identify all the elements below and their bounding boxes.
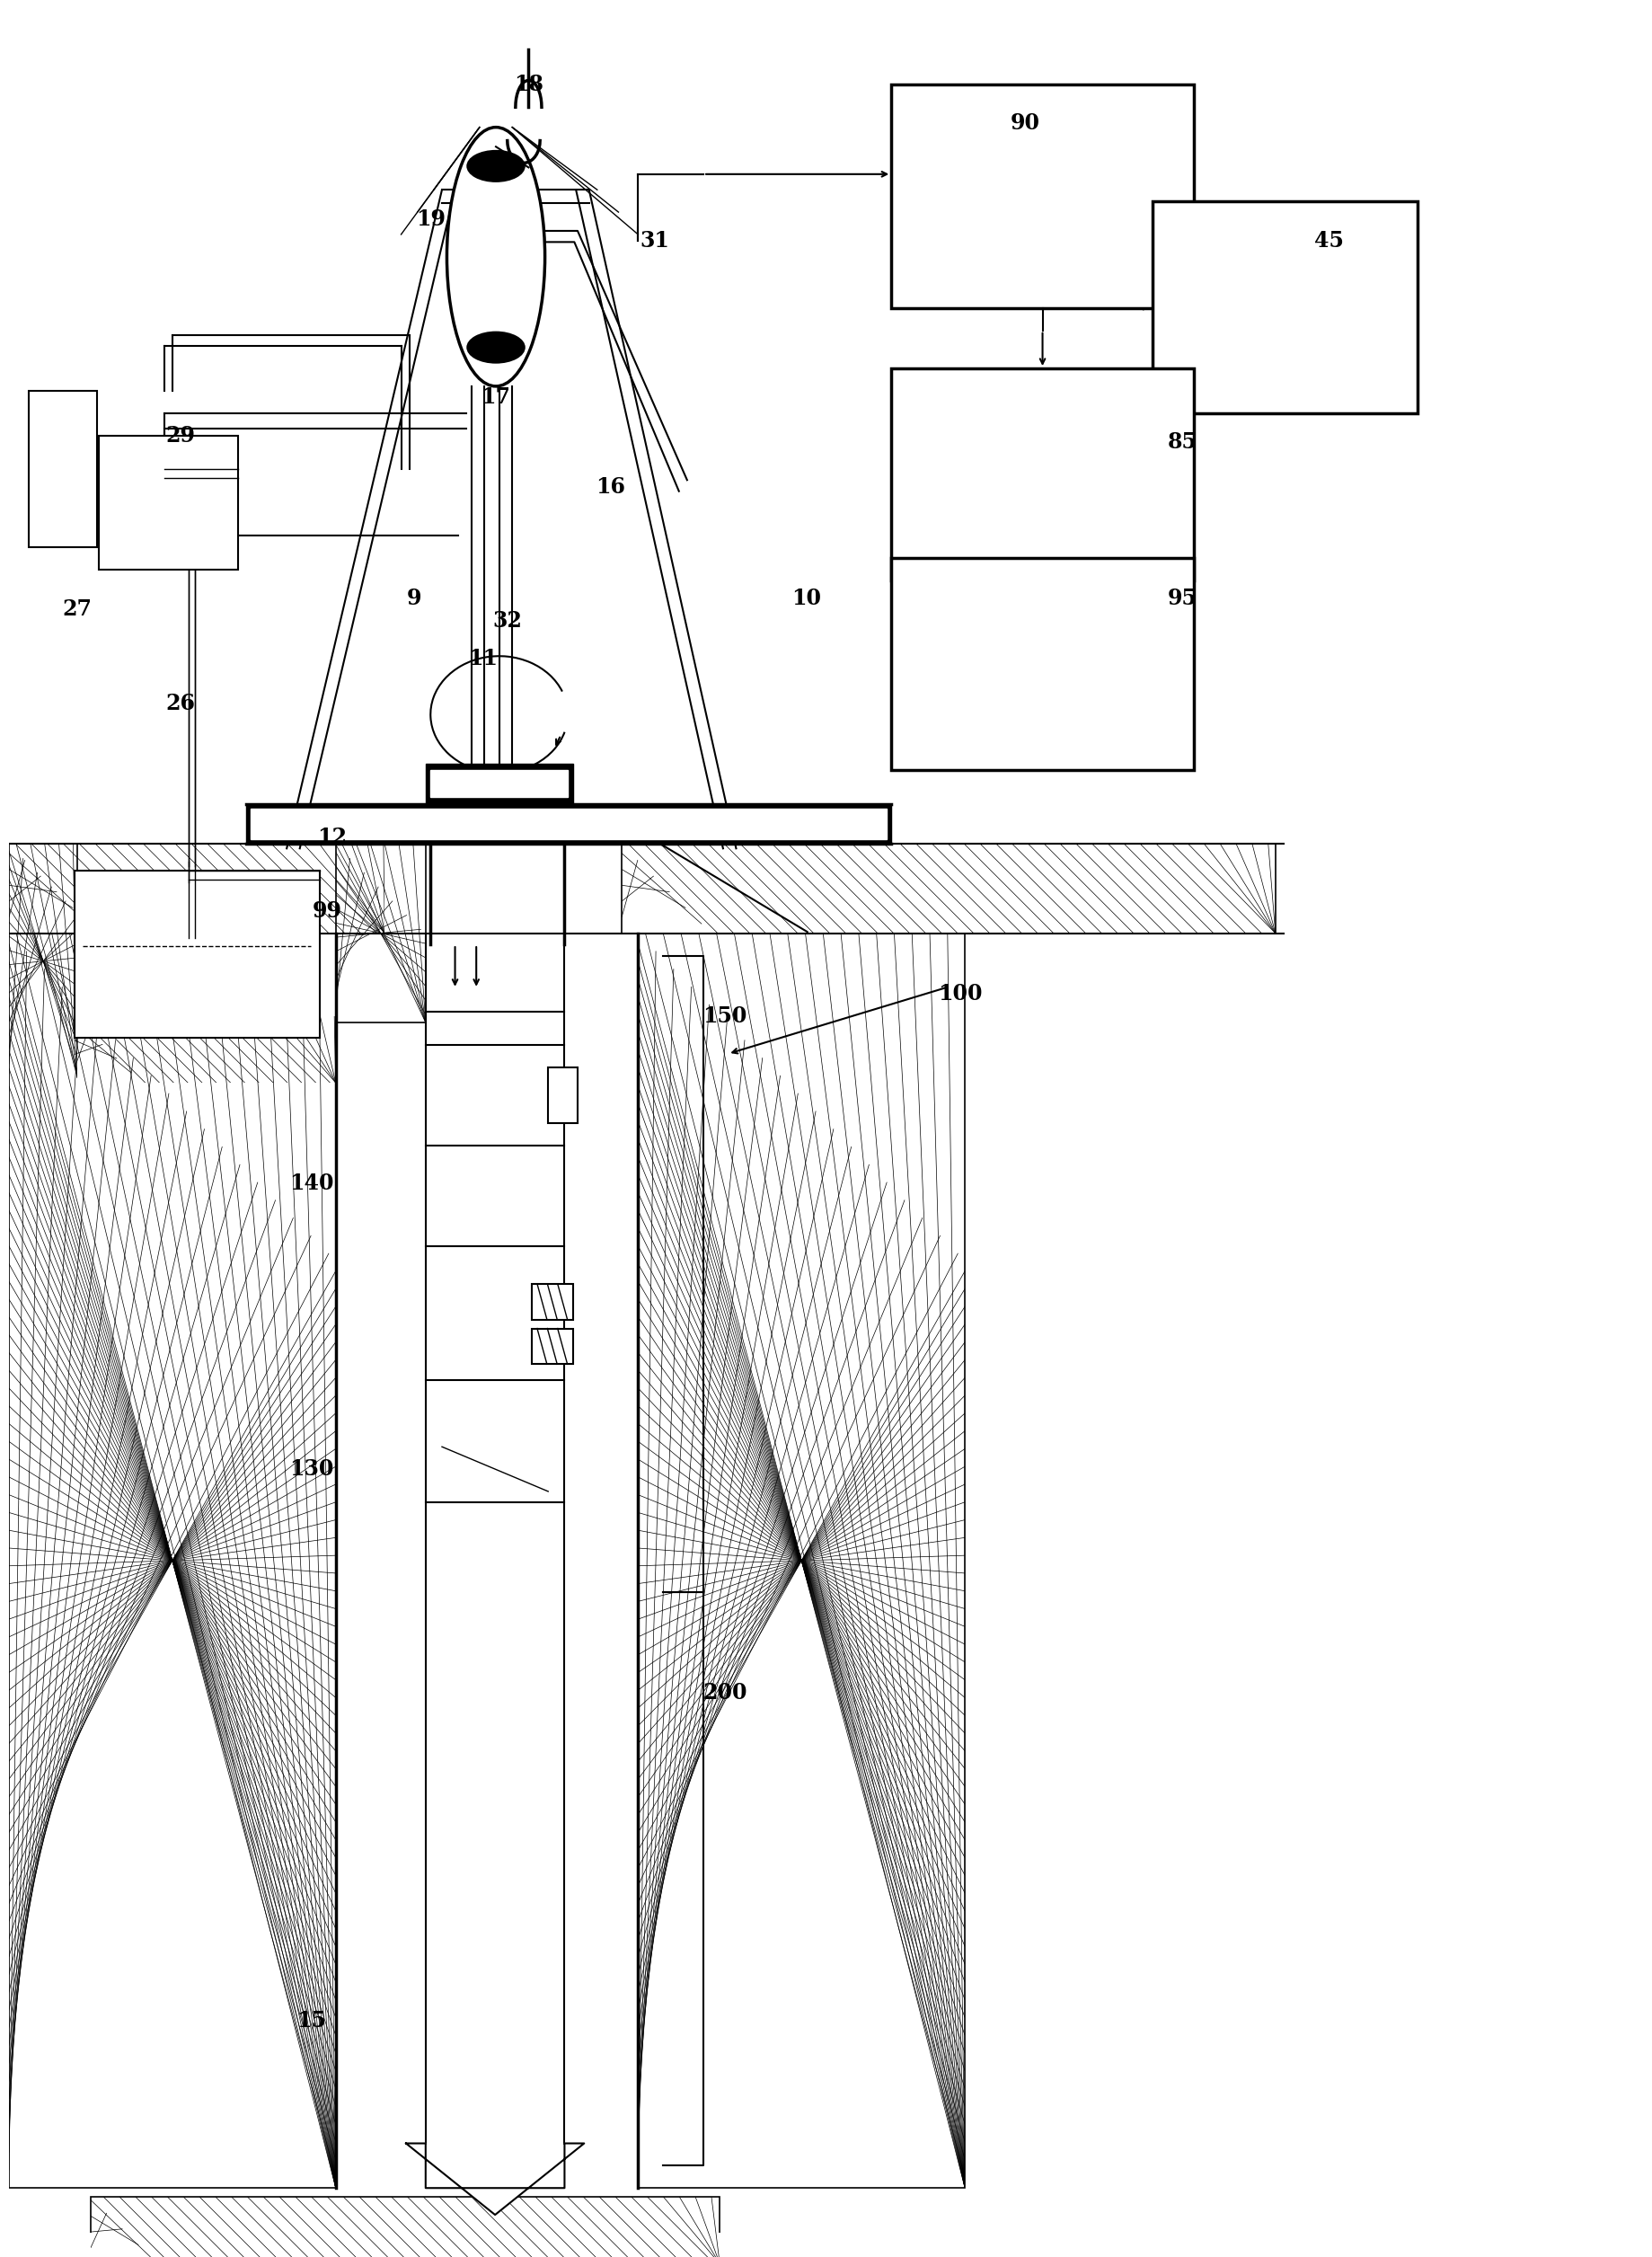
Text: 100: 100 [938,982,983,1004]
Bar [638,932,965,2187]
Text: 130: 130 [289,1458,334,1481]
Bar [74,1016,335,1083]
Bar [892,557,1194,770]
Polygon shape [431,770,568,797]
Bar [621,844,1275,932]
Text: 45: 45 [1315,230,1345,253]
Bar [8,932,335,2187]
Text: 29: 29 [165,424,195,447]
Bar [91,2196,720,2257]
Bar [91,2196,720,2257]
Text: 32: 32 [492,609,522,632]
Bar [28,390,97,546]
Bar [548,1068,578,1124]
Text: 95: 95 [1168,587,1198,609]
Ellipse shape [466,332,525,363]
Text: 10: 10 [791,587,821,609]
Text: 12: 12 [317,826,347,849]
Text: 150: 150 [702,1004,747,1027]
Bar [74,1016,335,1083]
Text: 200: 200 [702,1681,747,1704]
Polygon shape [426,763,573,803]
Bar [8,844,385,932]
Ellipse shape [448,126,545,386]
Polygon shape [246,803,892,844]
Text: 99: 99 [312,901,342,921]
Text: 85: 85 [1168,431,1198,454]
Bar [8,844,385,932]
Text: 17: 17 [481,386,510,409]
Bar [621,844,1275,932]
Bar [892,368,1194,580]
Text: 11: 11 [468,648,497,670]
Polygon shape [251,808,887,840]
Text: 15: 15 [296,2009,325,2031]
Bar [1153,201,1417,413]
Bar [335,932,638,2187]
Bar [335,844,426,1022]
Bar [638,932,965,2187]
Bar [892,86,1194,309]
Bar [8,844,78,1079]
Bar [74,871,319,1038]
Text: 9: 9 [406,587,421,609]
Text: 19: 19 [416,208,446,230]
Polygon shape [406,2144,585,2214]
Bar [532,1329,573,1363]
Text: 27: 27 [63,598,93,621]
Text: 140: 140 [289,1174,334,1194]
Text: 18: 18 [514,74,544,95]
Bar [99,436,238,569]
Text: 90: 90 [1011,113,1041,133]
Text: 31: 31 [639,230,669,253]
Bar [335,844,426,1022]
Ellipse shape [466,149,525,183]
Bar [8,844,78,1079]
Text: 16: 16 [595,476,624,497]
Text: 26: 26 [165,693,195,713]
Bar [532,1284,573,1320]
Bar [8,932,335,2187]
